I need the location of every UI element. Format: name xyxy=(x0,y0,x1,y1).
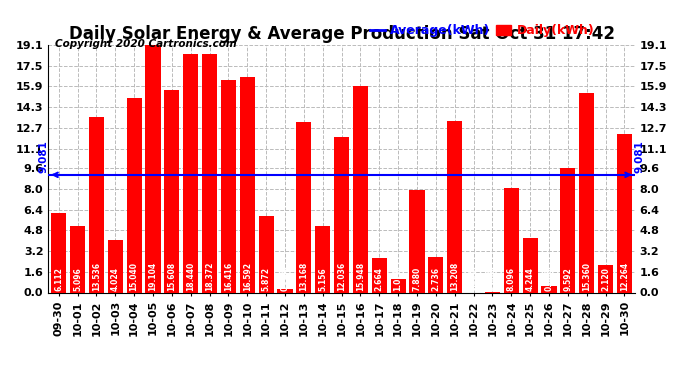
Text: 15.040: 15.040 xyxy=(130,262,139,291)
Text: 13.536: 13.536 xyxy=(92,262,101,291)
Bar xyxy=(598,265,613,292)
Bar xyxy=(428,257,444,292)
Text: 5.156: 5.156 xyxy=(318,268,327,291)
Legend: Average(kWh), Daily(kWh): Average(kWh), Daily(kWh) xyxy=(365,19,599,42)
Text: 12.036: 12.036 xyxy=(337,262,346,291)
Text: 2.736: 2.736 xyxy=(431,267,440,291)
Text: 0.000: 0.000 xyxy=(469,268,478,291)
Text: 19.104: 19.104 xyxy=(148,262,157,291)
Bar xyxy=(447,122,462,292)
Bar xyxy=(372,258,387,292)
Bar xyxy=(353,86,368,292)
Title: Daily Solar Energy & Average Production Sat Oct 31 17:42: Daily Solar Energy & Average Production … xyxy=(68,26,615,44)
Text: 5.096: 5.096 xyxy=(73,268,82,291)
Bar xyxy=(504,188,519,292)
Text: 7.880: 7.880 xyxy=(413,267,422,291)
Bar xyxy=(277,290,293,292)
Bar xyxy=(617,134,632,292)
Bar xyxy=(221,80,236,292)
Bar xyxy=(183,54,198,292)
Bar xyxy=(315,226,331,292)
Text: 1.028: 1.028 xyxy=(393,267,403,291)
Text: 2.664: 2.664 xyxy=(375,268,384,291)
Text: 13.168: 13.168 xyxy=(299,262,308,291)
Bar xyxy=(409,190,424,292)
Bar xyxy=(108,240,123,292)
Text: 15.360: 15.360 xyxy=(582,262,591,291)
Text: 13.208: 13.208 xyxy=(450,262,460,291)
Text: 9.592: 9.592 xyxy=(563,268,572,291)
Bar xyxy=(70,226,85,292)
Bar xyxy=(126,98,141,292)
Text: 0.500: 0.500 xyxy=(544,268,553,291)
Bar xyxy=(89,117,104,292)
Bar xyxy=(51,213,66,292)
Text: 12.264: 12.264 xyxy=(620,262,629,291)
Text: 15.608: 15.608 xyxy=(167,262,177,291)
Text: 18.372: 18.372 xyxy=(205,262,214,291)
Text: 15.948: 15.948 xyxy=(356,262,365,291)
Bar xyxy=(391,279,406,292)
Text: 6.112: 6.112 xyxy=(55,268,63,291)
Bar xyxy=(579,93,594,292)
Text: 4.024: 4.024 xyxy=(111,268,120,291)
Bar xyxy=(522,237,538,292)
Text: 9.081: 9.081 xyxy=(38,140,48,173)
Text: 0.056: 0.056 xyxy=(488,268,497,291)
Text: 4.244: 4.244 xyxy=(526,268,535,291)
Bar xyxy=(146,45,161,292)
Text: 0.244: 0.244 xyxy=(280,268,290,291)
Bar xyxy=(542,286,557,292)
Text: 5.872: 5.872 xyxy=(262,267,270,291)
Bar xyxy=(334,136,349,292)
Text: 18.440: 18.440 xyxy=(186,262,195,291)
Text: 9.081: 9.081 xyxy=(635,140,645,173)
Bar xyxy=(239,78,255,292)
Text: 16.592: 16.592 xyxy=(243,262,252,291)
Text: Copyright 2020 Cartronics.com: Copyright 2020 Cartronics.com xyxy=(55,39,237,50)
Text: 16.416: 16.416 xyxy=(224,262,233,291)
Bar xyxy=(560,168,575,292)
Text: 8.096: 8.096 xyxy=(506,267,516,291)
Bar xyxy=(164,90,179,292)
Bar xyxy=(296,122,311,292)
Bar xyxy=(202,54,217,292)
Text: 2.120: 2.120 xyxy=(601,268,610,291)
Bar xyxy=(259,216,274,292)
